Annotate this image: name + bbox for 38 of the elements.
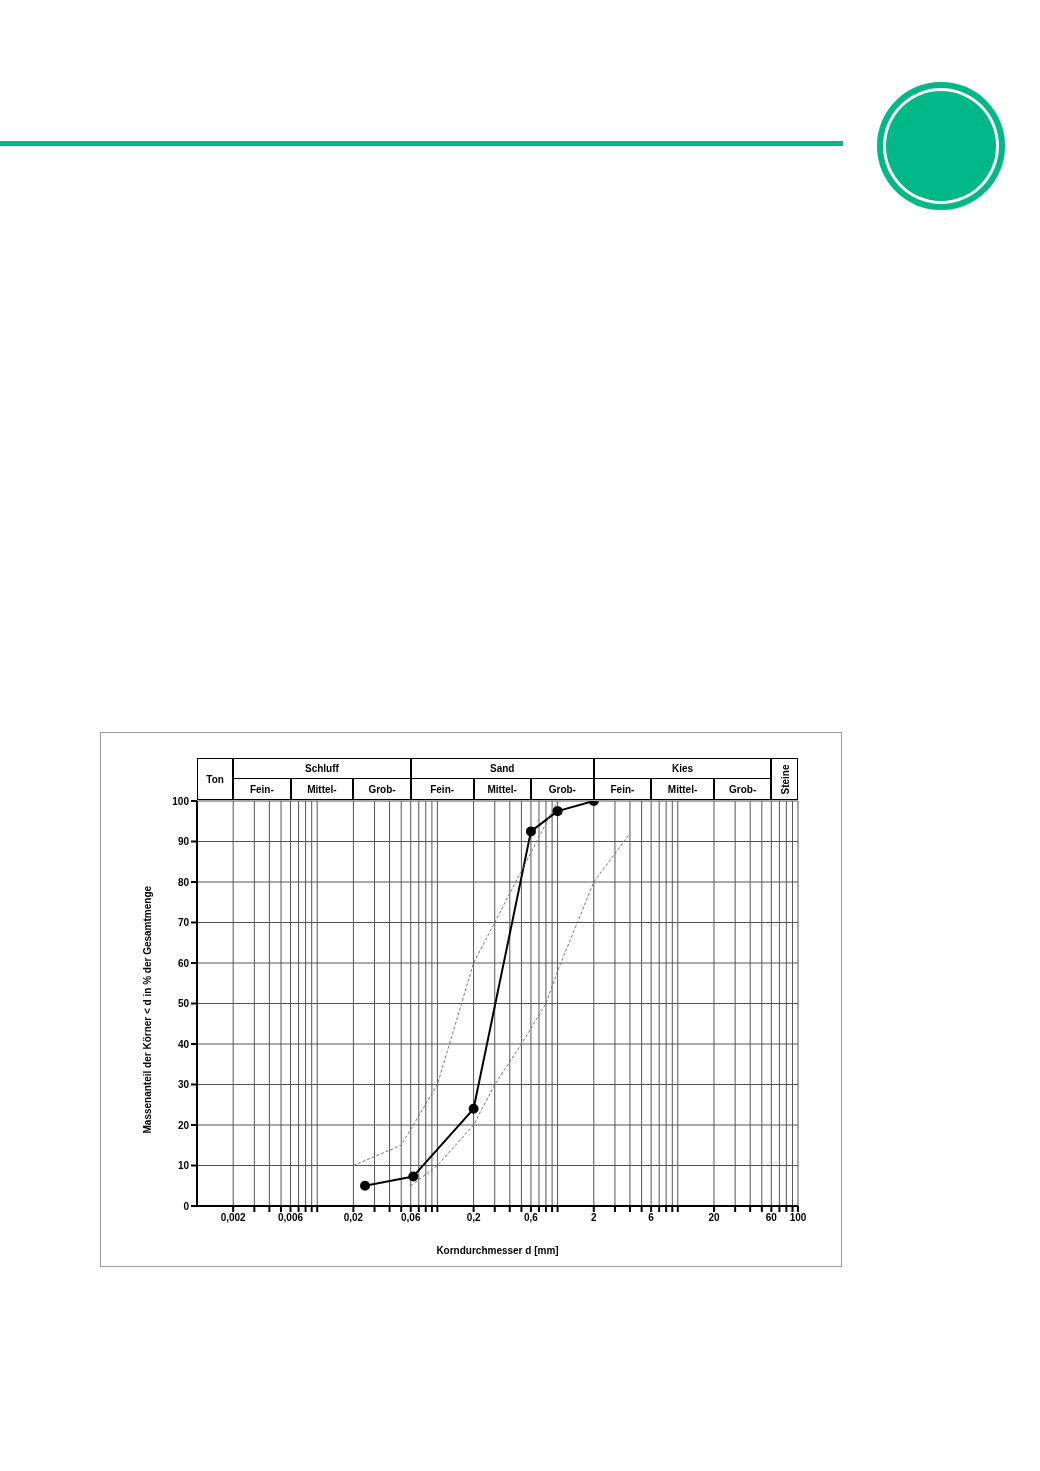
y-tick-label: 50: [177, 998, 190, 1010]
text: Sand: [490, 763, 515, 774]
y-tick-label: 40: [177, 1038, 190, 1050]
y-tick-label: 70: [177, 917, 190, 929]
text: Schluff: [305, 763, 339, 774]
text: Fein-: [233, 778, 291, 800]
y-tick-label: 0: [183, 1200, 190, 1212]
x-tick-label: 60: [765, 1212, 778, 1224]
y-tick-label: 20: [177, 1119, 190, 1131]
x-tick-label: 0,2: [466, 1212, 481, 1224]
text: Kies: [671, 763, 694, 774]
y-tick-label: 60: [177, 957, 190, 969]
text: Fein-: [593, 778, 652, 800]
text: Mittel-: [651, 778, 714, 800]
x-tick-label: 0,06: [401, 1212, 421, 1224]
text: Grob-: [713, 778, 772, 800]
x-tick-label: 0,002: [220, 1212, 247, 1224]
y-tick-label: 80: [177, 876, 190, 888]
text: Mittel-: [473, 778, 531, 800]
y-tick-label: 90: [177, 836, 190, 848]
text: Steine: [779, 763, 791, 795]
x-tick-label: 2: [591, 1212, 597, 1224]
y-tick-label: 100: [172, 795, 190, 807]
x-axis-title: Korndurchmesser d [mm]: [436, 1245, 559, 1256]
x-tick-label: 0,006: [278, 1212, 304, 1224]
x-tick-label: 0,02: [343, 1212, 364, 1224]
text: Grob-: [530, 778, 594, 800]
text: Fein-: [410, 778, 474, 800]
text: Ton: [206, 773, 224, 785]
y-tick-label: 10: [177, 1160, 190, 1172]
y-axis-title: Massenanteil der Körner < d in % der Gesamtmenge: [141, 885, 153, 1134]
x-tick-label: 100: [789, 1212, 807, 1224]
x-tick-label: 20: [708, 1212, 720, 1224]
x-tick-label: 0,6: [523, 1212, 539, 1224]
y-tick-label: 30: [177, 1079, 190, 1091]
text: Grob-: [353, 778, 411, 800]
text: Mittel-: [290, 778, 354, 800]
x-tick-label: 6: [648, 1212, 655, 1224]
